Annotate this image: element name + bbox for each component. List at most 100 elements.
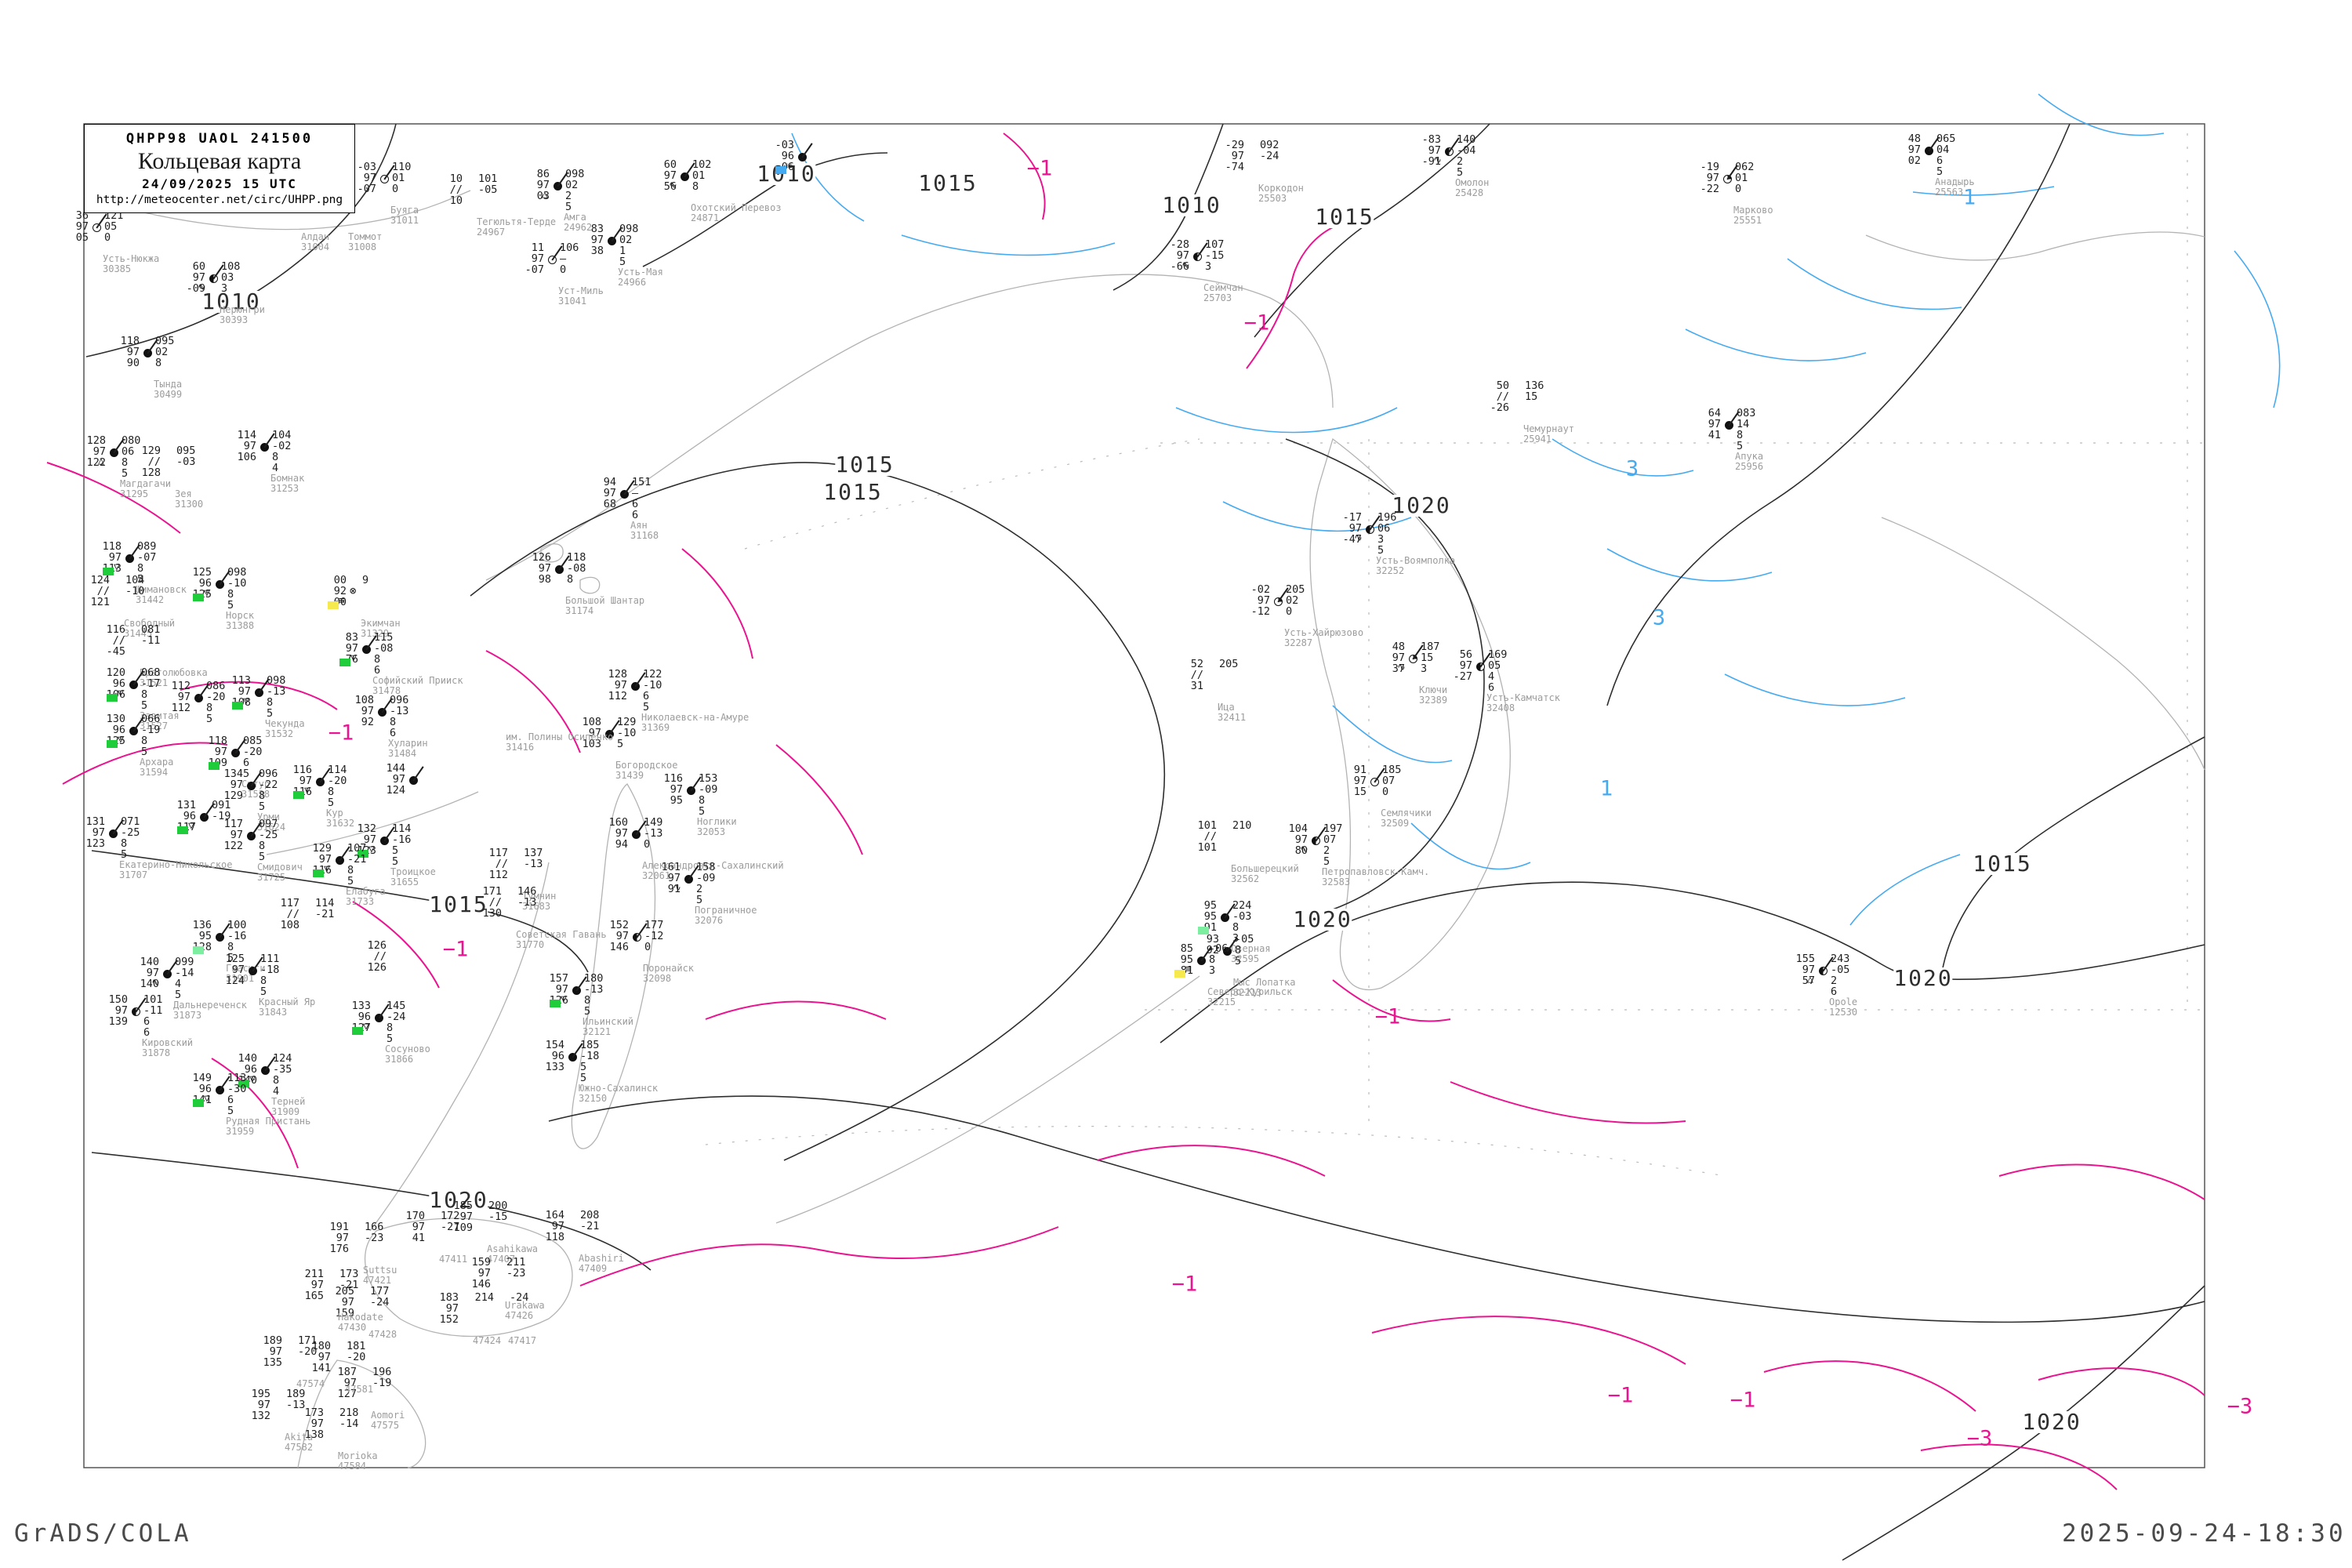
station-left-values: 129 97 116 [312,842,332,876]
pressure-change-label: 3 [1625,456,1639,481]
front-label: −1 [1730,1388,1756,1413]
isobar-label: 1020 [1893,965,1953,991]
precip-square [193,1099,204,1107]
station-right-values: 173 -21 [339,1268,359,1291]
station-name-label: Екатерино-Никольское 31707 [119,859,233,880]
weather-symbol: ∿ [151,977,160,989]
station-left-values: 83 97 38 [590,223,604,257]
station-right-values: 208 -21 [580,1209,600,1232]
station-right-values: 086 -20 8 5 [206,680,226,725]
station-left-values: 131 97 123 [85,815,105,850]
weather-symbol: ∿ [198,281,206,293]
station-name-label: Большой Шантар 31174 [565,595,645,616]
front-label: −1 [1026,156,1053,181]
weather-symbol: ▽ [118,688,124,699]
station-right-values: 111 -18 8 5 [260,953,280,998]
precip-square [107,694,118,702]
weather-symbol: ▽ [324,863,330,875]
station-left-values: 170 97 41 [405,1210,425,1244]
station-name-label: Охотский Перевоз 24871 [691,202,782,223]
station-left-values: -02 97 -12 [1250,583,1270,618]
bulletin-header: QHPP98 UAOL 241500 [125,131,314,147]
station-left-values: 187 97 127 [337,1366,357,1400]
precip-square [339,659,350,666]
station-name-label: Урми 31624 [257,811,286,833]
station-name-label: Свободный 31445 [124,618,176,639]
station-right-values: 096 -13 8 6 [390,694,409,739]
station-left-values: 185 97 109 [453,1200,473,1234]
station-right-values: 065 04 6 5 [1936,132,1956,178]
station-right-values: 107 -21 8 5 [347,842,367,887]
station-name-label: Поронайск 32098 [643,963,695,984]
weather-symbol: ∿ [1181,260,1190,271]
station-name-label: 47424 [473,1335,502,1346]
station-name-label: Красный Яр 31843 [259,996,316,1018]
station-left-values: -29 97 -74 [1225,139,1244,173]
station-left-values: 152 97 146 [609,919,629,953]
station-name-label: Экимчан 31329 [361,618,401,639]
station-name-label: Akita 47582 [285,1432,314,1453]
station-right-values: 091 -19 [212,799,231,822]
station-name-label: 47581 [345,1384,374,1395]
isobar-label: 1015 [835,452,895,477]
station-name-label: Ица 32411 [1218,702,1247,723]
station-left-values: 95 95 91 [1203,899,1217,934]
station-right-values: 066 -19 8 5 [141,713,161,758]
station-name-label: Усть-Хайрюзово 32287 [1284,627,1364,648]
station-right-values: 098 -10 8 5 [227,566,247,612]
station-name-label: Чекунда 31532 [265,718,305,739]
station-right-values: 171 -20 [298,1334,318,1358]
station-right-values: 124 -35 8 4 [273,1052,292,1098]
station-right-values: 085 -20 6 5 [243,735,263,780]
precip-square [177,826,188,834]
station-right-values: 146 -13 [517,885,537,909]
render-timestamp: 2025-09-24-18:30 [2062,1519,2347,1548]
station-left-values: 117 // 108 [280,897,299,931]
station-right-values: 114 -21 [315,897,335,920]
station-name-label: Кировский 31878 [142,1037,194,1058]
precip-square [238,1080,249,1087]
front-label: −3 [2227,1394,2253,1419]
station-right-values: 083 14 8 5 [1737,407,1756,452]
isobar-label: 1020 [1392,492,1451,518]
station-name-label: Томмот 31008 [348,231,383,252]
pressure-change-label: 3 [1652,605,1666,630]
pressure-change-label: 1 [1962,185,1976,210]
front-label: −1 [1374,1004,1401,1029]
station-right-values: 200 -15 [488,1200,508,1223]
weather-symbol: △ [1807,974,1813,985]
station-left-values: 173 97 138 [304,1406,324,1441]
precip-square [193,593,204,601]
station-right-values: -24 [510,1291,529,1304]
station-circle-obscured: ⊗ [350,585,357,597]
station-name-label: Urakawa 47426 [505,1300,545,1321]
station-left-values: 150 97 139 [108,993,128,1028]
isobar-label: 1015 [918,170,978,196]
station-left-values: 118 97 109 [208,735,227,768]
station-right-values: 081 -11 [141,623,161,647]
station-name-label: Усть-Мая 24966 [618,267,663,288]
precip-square [209,762,220,770]
station-right-values: 104 -02 8 4 [272,429,292,474]
station-right-values: 158 -09 2 5 [696,861,716,906]
station-name-label: Буяга 31011 [390,205,419,226]
weather-symbol: ✳ [786,160,793,172]
station-name-label: Терней 31909 [271,1096,306,1117]
station-name-label: Усть-Нюкжа 30385 [103,253,160,274]
station-name-label: 47428 [368,1329,397,1340]
station-right-values: 172 -27 [441,1210,460,1233]
precip-square [550,1000,561,1007]
isobar-label: 1015 [1315,204,1374,230]
station-name-label: Завитая 31527 [140,710,180,731]
isobar-label: 1020 [429,1187,488,1213]
station-right-values: 118 -08 8 [567,551,586,586]
station-name-label: Чемурнаут 25941 [1523,423,1575,445]
station-right-values: 100 -16 8 5 [227,919,247,964]
precip-square [107,740,118,748]
weather-symbol: ▽ [243,695,249,707]
station-name-label: Магдагачи 31295 [120,478,172,499]
station-left-values: -28 97 -66 [1170,238,1189,273]
station-name-label: Дальнереченск 31873 [173,1000,247,1021]
station-name-label: Богородское 31439 [615,760,678,781]
station-right-values: 102 01 8 [692,158,712,193]
